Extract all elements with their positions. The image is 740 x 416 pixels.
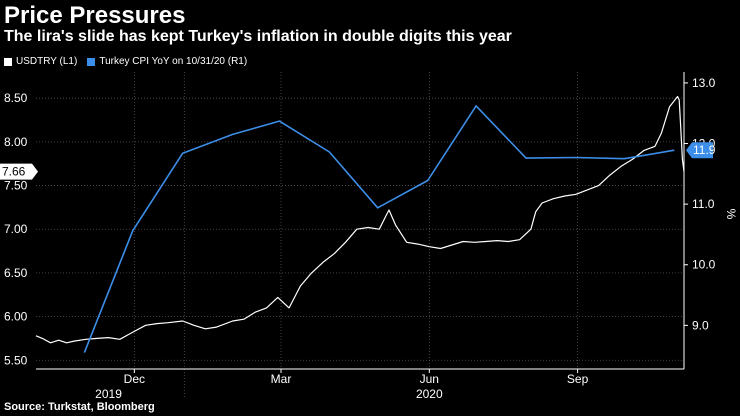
left-tick-label: 6.50 [4,266,28,280]
right-tick-label: 13.0 [692,76,716,90]
left-tick-label: 8.50 [4,91,28,105]
x-tick-label: Dec [124,372,145,386]
legend-item-usdtry: USDTRY (L1) [4,56,77,67]
cpi-last-value: 11.9 [693,143,716,157]
left-tick-label: 7.50 [4,179,28,193]
year-label: 2019 [95,387,122,401]
legend-label-usdtry: USDTRY (L1) [16,56,78,67]
cpi-last-value-tag [686,142,713,159]
chart-subtitle: The lira's slide has kept Turkey's infla… [4,28,512,45]
usdtry-line [35,95,685,344]
chart-title: Price Pressures [4,2,186,29]
left-tick-label: 8.00 [4,135,28,149]
left-tick-label: 7.00 [4,222,28,236]
right-tick-label: 9.0 [692,318,709,332]
year-label: 2020 [416,387,443,401]
legend-label-cpi: Turkey CPI YoY on 10/31/20 (R1) [99,56,248,67]
x-tick-label: Mar [271,372,292,386]
x-tick-label: Sep [567,372,589,386]
legend-item-cpi: Turkey CPI YoY on 10/31/20 (R1) [87,56,247,67]
right-tick-label: 11.0 [692,197,715,211]
usdtry-last-value: 7.66 [2,165,26,179]
left-tick-label: 6.00 [4,310,28,324]
legend: USDTRY (L1) Turkey CPI YoY on 10/31/20 (… [4,56,257,67]
usdtry-last-value-tag [0,163,38,180]
x-tick-label: Jun [420,372,439,386]
legend-swatch-usdtry [4,57,12,66]
right-axis-label: % [724,209,738,220]
legend-swatch-cpi [87,57,96,66]
source-note: Source: Turkstat, Bloomberg [4,401,155,413]
left-tick-label: 5.50 [4,353,28,367]
right-tick-label: 10.0 [692,258,716,272]
cpi-line [83,105,675,353]
